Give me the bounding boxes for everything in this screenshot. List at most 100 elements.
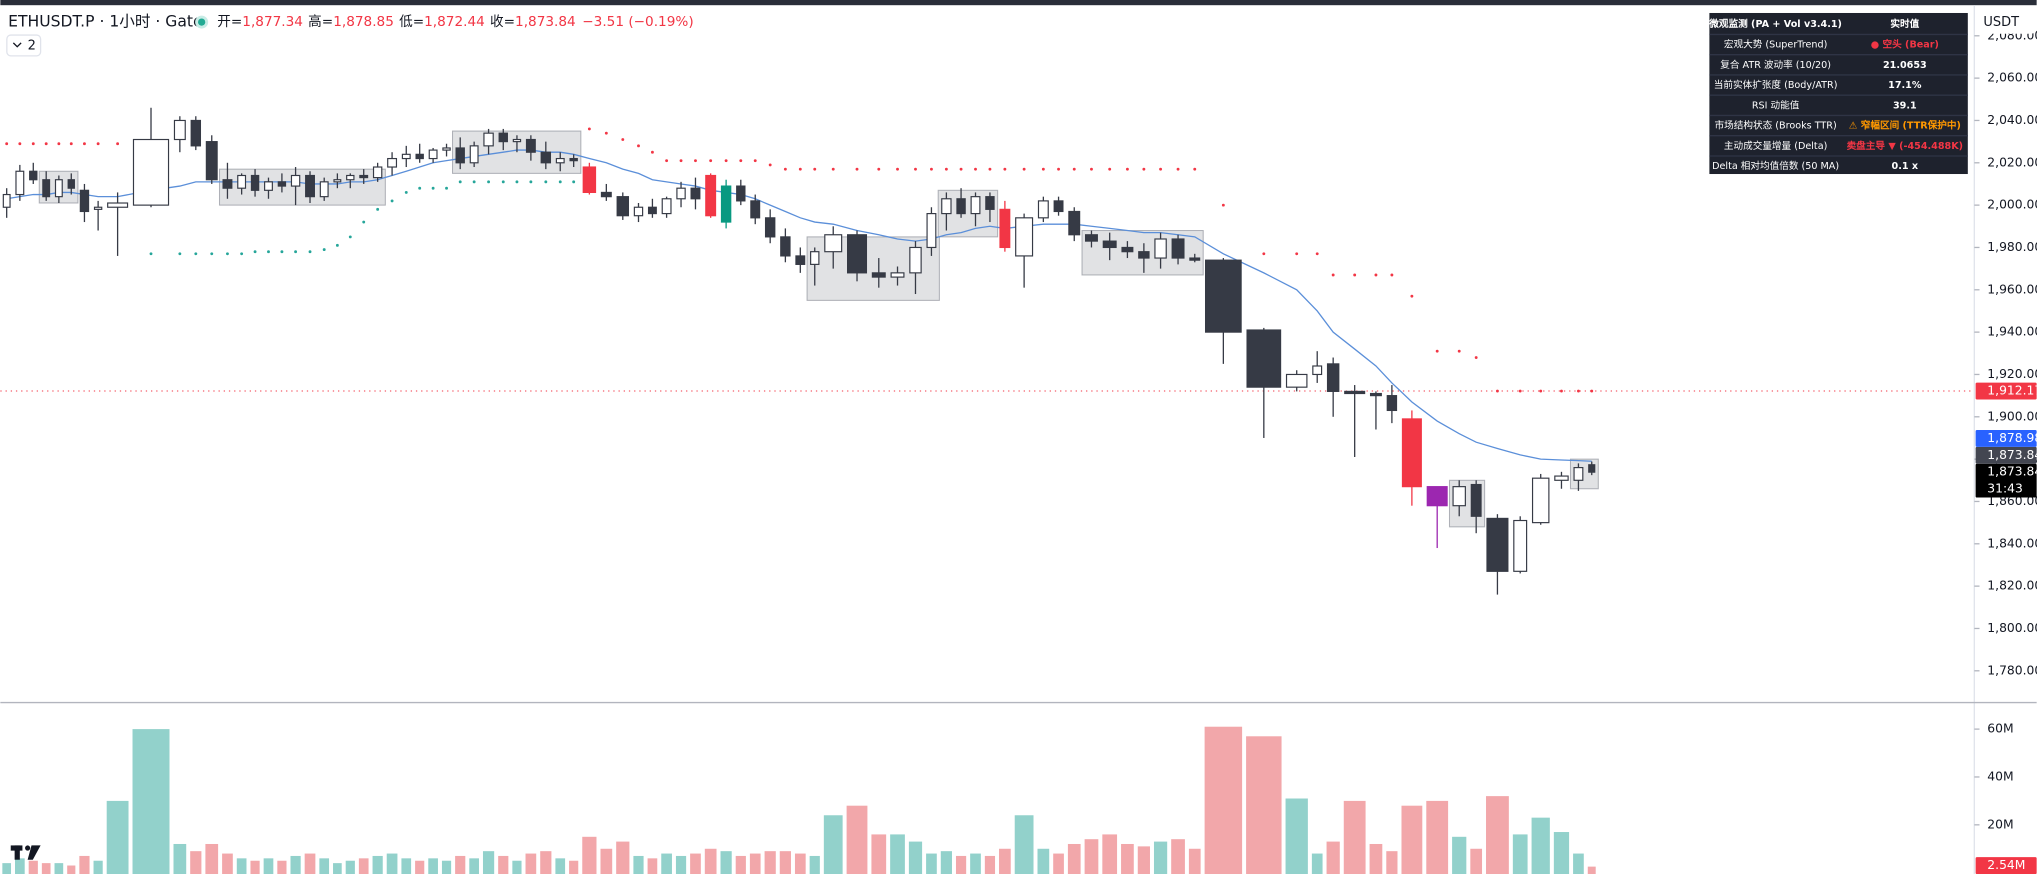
y-tick-label: 1,900.00 xyxy=(1987,409,2037,423)
volume-bar xyxy=(675,855,687,874)
candle-body xyxy=(909,246,922,274)
volume-bar xyxy=(1386,851,1398,874)
volume-bar xyxy=(1037,848,1050,874)
volume-bar xyxy=(205,843,219,874)
volume-bar xyxy=(386,853,398,874)
candle-body xyxy=(1285,373,1308,388)
supertrend-dot xyxy=(335,243,339,247)
volume-bar xyxy=(704,848,717,874)
volume-bar xyxy=(525,853,537,874)
volume-tick-label: 20M xyxy=(1987,817,2013,831)
supertrend-dot xyxy=(739,159,743,163)
supertrend-dot xyxy=(294,250,298,254)
y-tick-label: 1,800.00 xyxy=(1987,621,2037,635)
candle-body xyxy=(871,272,886,278)
y-tick-label: 1,980.00 xyxy=(1987,240,2037,254)
candle-body xyxy=(810,251,820,265)
supertrend-dot xyxy=(930,167,933,171)
supertrend-dot xyxy=(431,186,435,190)
supertrend-dot xyxy=(1560,389,1563,393)
supertrend-dot xyxy=(914,167,917,171)
supertrend-dot xyxy=(1315,252,1319,256)
candle-body xyxy=(305,174,315,198)
supertrend-dot xyxy=(83,142,86,146)
volume-bar xyxy=(1587,866,1596,874)
table-value: 卖盘主导 ▼ (-454.488K) xyxy=(1847,140,1964,152)
candle-body xyxy=(1053,200,1064,213)
candle-body xyxy=(616,196,630,217)
price-tag xyxy=(1975,446,2037,464)
volume-bar xyxy=(428,858,438,874)
supertrend-dot xyxy=(210,252,214,256)
volume-bar xyxy=(190,851,202,874)
volume-bar xyxy=(132,729,170,874)
supertrend-dot xyxy=(1003,167,1007,171)
candle-body xyxy=(264,181,273,191)
currency-button[interactable] xyxy=(1976,10,2035,34)
candle-body xyxy=(277,181,287,187)
volume-bar xyxy=(1401,805,1423,874)
supertrend-dot xyxy=(855,167,859,171)
symbol-title[interactable]: ETHUSDT.P · 1小时 · Gate xyxy=(8,13,202,31)
volume-bar xyxy=(1014,815,1034,874)
candle-body xyxy=(582,166,597,194)
candle-body xyxy=(795,255,806,265)
volume-bar xyxy=(940,851,952,874)
candle-body xyxy=(1015,217,1034,257)
candle-body xyxy=(970,196,981,215)
candle-body xyxy=(750,200,761,219)
candle-body xyxy=(1121,246,1134,253)
y-tick-label: 2,020.00 xyxy=(1987,155,2037,169)
range-box xyxy=(1569,458,1599,490)
currency-label[interactable]: USDT xyxy=(1983,15,2019,30)
candle-body xyxy=(1189,257,1201,261)
candle-body xyxy=(525,138,536,153)
ohlc-name: 低= xyxy=(399,14,424,30)
candle-body xyxy=(720,185,732,223)
candle-body xyxy=(1171,238,1185,259)
candle-body xyxy=(346,174,355,181)
volume-bar xyxy=(1246,736,1282,874)
supertrend-dot xyxy=(362,220,366,224)
volume-bar xyxy=(890,834,905,874)
candle-body xyxy=(1401,418,1422,488)
volume-bar xyxy=(304,853,316,874)
candle-body xyxy=(250,174,260,191)
supertrend-dot xyxy=(240,252,244,256)
volume-bar xyxy=(482,851,495,874)
candle-body xyxy=(387,157,398,168)
volume-bar xyxy=(794,853,806,874)
supertrend-dot xyxy=(783,167,787,171)
price-tag xyxy=(1975,429,2037,447)
candle-body xyxy=(173,119,186,141)
table-header: 实时值 xyxy=(1890,18,1919,30)
supertrend-dot xyxy=(988,167,992,171)
supertrend-dot xyxy=(709,159,713,163)
volume-bar xyxy=(1343,800,1366,874)
candle-body xyxy=(1452,486,1466,507)
candle-body xyxy=(415,153,424,160)
volume-bar xyxy=(1121,843,1134,874)
supertrend-dot xyxy=(753,159,757,163)
supertrend-dot xyxy=(1041,167,1045,171)
logo[interactable] xyxy=(10,845,41,860)
indicator-toggle[interactable] xyxy=(6,34,42,57)
countdown-label: 31:43 xyxy=(1987,482,2023,496)
volume-bar xyxy=(67,865,76,874)
y-tick-label: 1,780.00 xyxy=(1987,663,2037,677)
ohlc-line: 开=1,877.34 高=1,878.85 低=1,872.44 收=1,873.84… xyxy=(217,13,693,30)
volume-bar xyxy=(455,855,466,874)
candle-body xyxy=(222,179,233,189)
table-label: 宏观大势 (SuperTrend) xyxy=(1724,39,1827,51)
volume-bar xyxy=(764,851,776,874)
candle-body xyxy=(205,141,218,181)
ohlc-value: 1,877.34 xyxy=(242,14,303,30)
y-tick-label: 1,840.00 xyxy=(1987,536,2037,550)
supertrend-dot xyxy=(149,252,153,256)
supertrend-dot xyxy=(1262,252,1266,256)
candle-body xyxy=(483,132,494,147)
candle-body xyxy=(647,206,657,215)
